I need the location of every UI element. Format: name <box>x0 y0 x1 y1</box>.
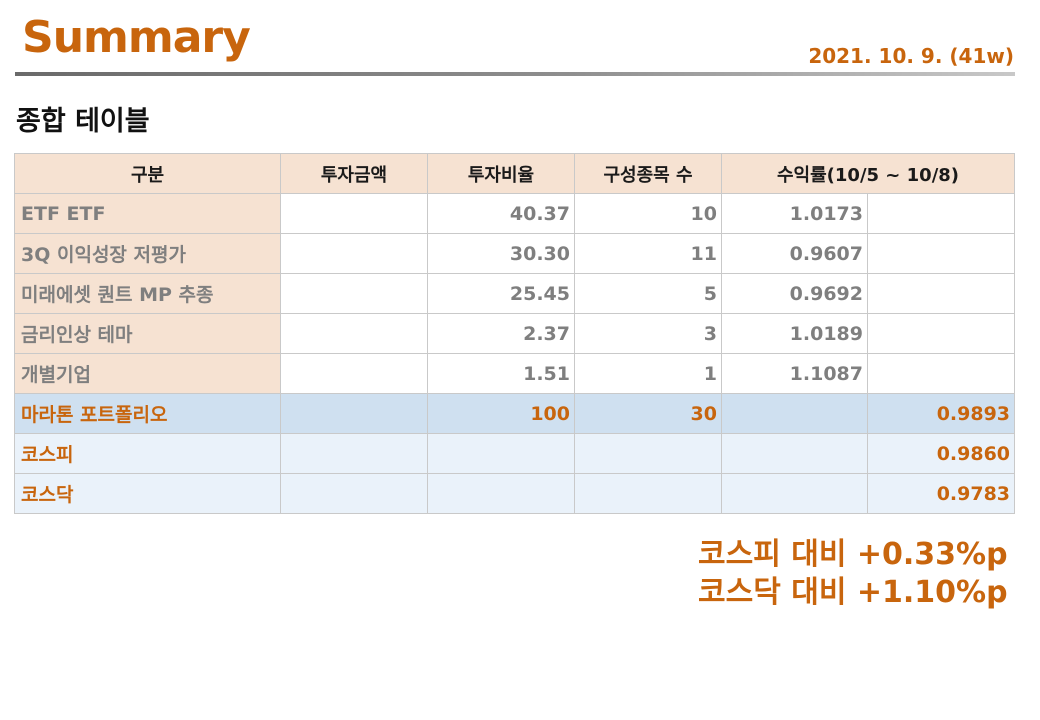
kospi-comparison: 코스피 대비 +0.33%p <box>698 537 1008 572</box>
fund-name: ETF ETF <box>14 193 281 234</box>
table-row: 3Q 이익성장 저평가 30.30 11 0.9607 <box>14 233 1016 274</box>
fund-return: 1.1087 <box>721 353 868 394</box>
total-count: 30 <box>574 393 722 434</box>
table-row: ETF ETF 40.37 10 1.0173 <box>14 193 1016 234</box>
fund-count: 1 <box>574 353 722 394</box>
benchmark-return: 0.9860 <box>866 433 1016 474</box>
fund-name: 개별기업 <box>14 353 281 394</box>
empty-cell <box>721 393 868 434</box>
fund-return: 0.9692 <box>721 273 868 314</box>
fund-name: 미래에셋 퀀트 MP 추종 <box>14 273 281 314</box>
fund-amount <box>280 313 428 354</box>
comparison-summary: 코스피 대비 +0.33%p 코스닥 대비 +1.10%p <box>698 536 1008 612</box>
empty-cell <box>866 273 1016 314</box>
fund-amount <box>280 193 428 234</box>
table-row: 금리인상 테마 2.37 3 1.0189 <box>14 313 1016 354</box>
section-title: 종합 테이블 <box>16 106 150 137</box>
column-header-return: 수익률(10/5 ~ 10/8) <box>720 153 1016 194</box>
empty-cell <box>866 313 1016 354</box>
fund-ratio: 30.30 <box>427 233 575 274</box>
empty-cell <box>866 233 1016 274</box>
empty-cell <box>280 473 428 514</box>
table-row-benchmark: 코스닥 0.9783 <box>14 473 1016 514</box>
fund-return: 0.9607 <box>721 233 868 274</box>
fund-return: 1.0173 <box>721 193 868 234</box>
column-header-category: 구분 <box>14 153 281 194</box>
fund-count: 5 <box>574 273 722 314</box>
fund-count: 11 <box>574 233 722 274</box>
table-row: 미래에셋 퀀트 MP 추종 25.45 5 0.9692 <box>14 273 1016 314</box>
fund-amount <box>280 353 428 394</box>
empty-cell <box>280 433 428 474</box>
fund-amount <box>280 233 428 274</box>
title-divider <box>15 72 1015 76</box>
summary-table: 구분 투자금액 투자비율 구성종목 수 수익률(10/5 ~ 10/8) ETF… <box>14 153 1016 514</box>
empty-cell <box>866 353 1016 394</box>
empty-cell <box>427 473 575 514</box>
fund-ratio: 2.37 <box>427 313 575 354</box>
empty-cell <box>574 473 722 514</box>
fund-count: 10 <box>574 193 722 234</box>
benchmark-name: 코스닥 <box>14 473 281 514</box>
fund-name: 금리인상 테마 <box>14 313 281 354</box>
empty-cell <box>721 433 868 474</box>
column-header-amount: 투자금액 <box>280 153 428 194</box>
column-header-count: 구성종목 수 <box>574 153 722 194</box>
fund-return: 1.0189 <box>721 313 868 354</box>
fund-name: 3Q 이익성장 저평가 <box>14 233 281 274</box>
benchmark-return: 0.9783 <box>866 473 1016 514</box>
page-title: Summary <box>22 12 251 63</box>
fund-amount <box>280 273 428 314</box>
total-ratio: 100 <box>427 393 575 434</box>
fund-ratio: 25.45 <box>427 273 575 314</box>
fund-ratio: 1.51 <box>427 353 575 394</box>
column-header-ratio: 투자비율 <box>427 153 575 194</box>
total-name: 마라톤 포트폴리오 <box>14 393 281 434</box>
total-amount <box>280 393 428 434</box>
empty-cell <box>721 473 868 514</box>
table-row-total: 마라톤 포트폴리오 100 30 0.9893 <box>14 393 1016 434</box>
kosdaq-comparison: 코스닥 대비 +1.10%p <box>698 575 1008 610</box>
report-date: 2021. 10. 9. (41w) <box>808 44 1014 68</box>
empty-cell <box>427 433 575 474</box>
total-return: 0.9893 <box>866 393 1016 434</box>
table-header-row: 구분 투자금액 투자비율 구성종목 수 수익률(10/5 ~ 10/8) <box>14 153 1016 194</box>
table-row-benchmark: 코스피 0.9860 <box>14 433 1016 474</box>
fund-count: 3 <box>574 313 722 354</box>
empty-cell <box>866 193 1016 234</box>
fund-ratio: 40.37 <box>427 193 575 234</box>
table-row: 개별기업 1.51 1 1.1087 <box>14 353 1016 394</box>
benchmark-name: 코스피 <box>14 433 281 474</box>
empty-cell <box>574 433 722 474</box>
